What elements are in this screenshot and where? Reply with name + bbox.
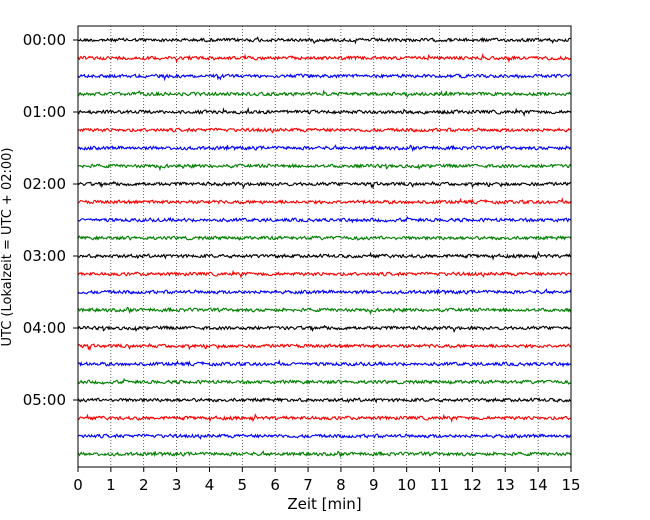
trace-0115 [77, 127, 572, 134]
x-tick-label: 14 [529, 476, 548, 494]
trace-0030 [77, 73, 572, 82]
y-axis-label: UTC (Lokalzeit = UTC + 02:00) [0, 148, 15, 347]
trace-0230 [77, 215, 572, 224]
y-tick-label: 01:00 [23, 103, 66, 121]
x-tick-label: 13 [496, 476, 515, 494]
trace-0545 [77, 450, 572, 459]
x-tick-label: 12 [463, 476, 482, 494]
y-tick-label: 02:00 [23, 175, 66, 193]
x-tick-label: 11 [430, 476, 449, 494]
trace-0045 [77, 89, 572, 99]
trace-0145 [77, 163, 572, 172]
y-tick-label: 00:00 [23, 31, 66, 49]
trace-0100 [77, 107, 572, 117]
x-tick-label: 0 [73, 476, 83, 494]
trace-0330 [77, 288, 572, 296]
trace-0200 [77, 180, 572, 190]
trace-0015 [77, 53, 572, 64]
trace-0515 [77, 413, 572, 423]
trace-0215 [77, 197, 572, 205]
seismogram-traces [77, 36, 572, 459]
y-tick-label: 03:00 [23, 247, 66, 265]
trace-0345 [77, 306, 572, 316]
x-tick-label: 5 [238, 476, 248, 494]
x-tick-label: 1 [106, 476, 116, 494]
trace-0500 [77, 397, 572, 404]
x-tick-label: 2 [139, 476, 149, 494]
x-axis-label: Zeit [min] [287, 495, 361, 513]
trace-0415 [77, 342, 572, 352]
trace-0245 [77, 235, 572, 241]
trace-0530 [77, 433, 572, 440]
trace-0000 [77, 36, 572, 45]
y-tick-label: 04:00 [23, 319, 66, 337]
trace-0130 [77, 144, 572, 153]
x-tick-label: 3 [172, 476, 182, 494]
x-tick-label: 7 [303, 476, 313, 494]
x-tick-label: 10 [397, 476, 416, 494]
trace-0400 [77, 324, 572, 333]
x-tick-label: 8 [336, 476, 346, 494]
x-tick-label: 9 [369, 476, 379, 494]
trace-0445 [77, 377, 572, 385]
y-tick-label: 05:00 [23, 391, 66, 409]
trace-0300 [77, 251, 572, 261]
x-tick-label: 15 [561, 476, 580, 494]
x-tick-label: 4 [205, 476, 215, 494]
trace-0315 [77, 269, 572, 279]
trace-0430 [77, 359, 572, 368]
x-tick-label: 6 [270, 476, 280, 494]
x-axis-ticks: 0 1 2 3 4 5 6 7 8 9 10 11 12 13 14 15 [73, 467, 581, 494]
plot-frame [77, 25, 572, 468]
y-axis-ticks: 00:00 01:00 02:00 03:00 04:00 05:00 [23, 31, 78, 409]
